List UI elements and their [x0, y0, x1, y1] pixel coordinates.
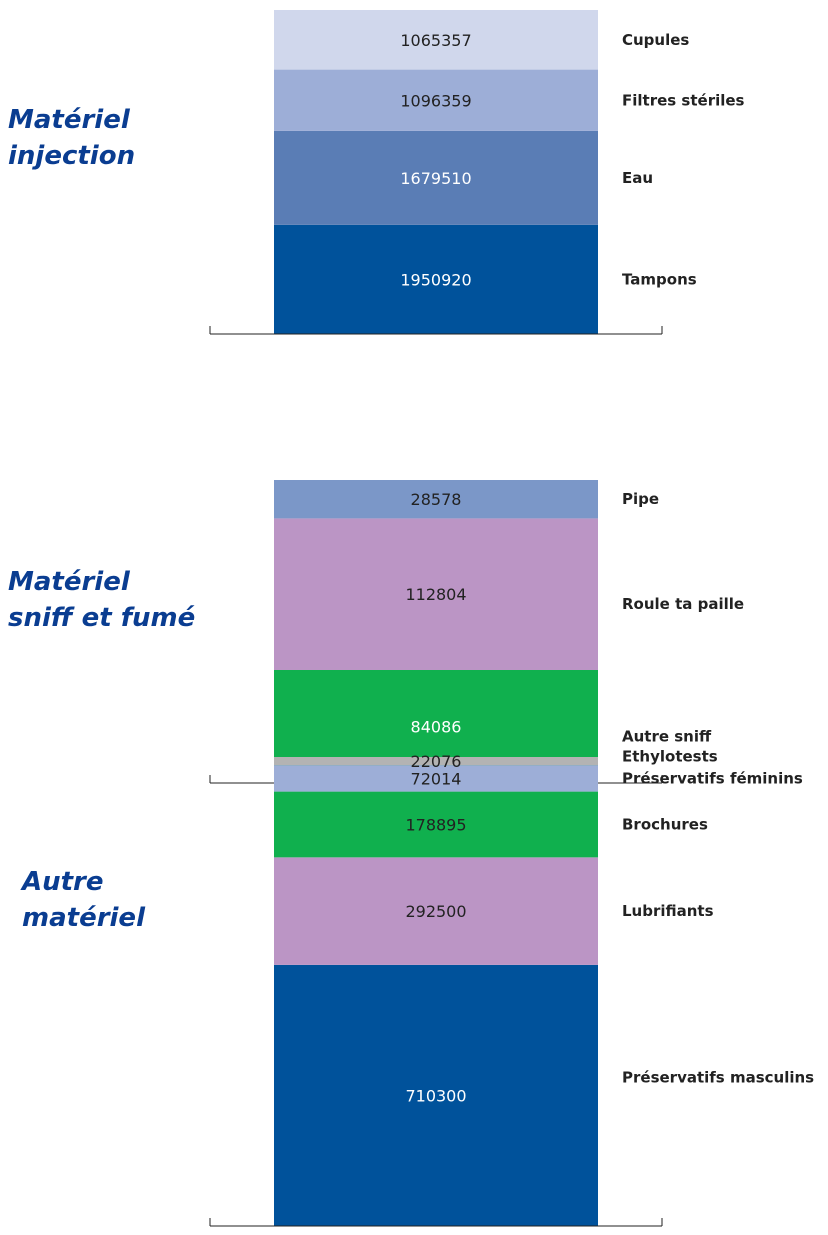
chart-panel-injection: Matériel injection 1950920 Tampons 1679510… — [0, 0, 828, 360]
stacked-bar-autre: 710300 Préservatifs masculins 292500 Lubrif… — [209, 747, 814, 1227]
bar-segment — [274, 857, 598, 965]
value-label: 178895 — [405, 815, 466, 834]
value-label: 1950920 — [400, 270, 471, 289]
value-label: 84086 — [411, 718, 462, 737]
value-label: 112804 — [405, 585, 466, 604]
value-label: 1096359 — [400, 91, 471, 110]
chart-title-line: Autre — [22, 867, 104, 897]
bar-segment — [274, 480, 598, 519]
category-label: Eau — [622, 169, 653, 187]
category-label: Autre sniff — [622, 728, 712, 746]
category-label: Lubrifiants — [622, 902, 714, 920]
chart-title-autre: Autre matériel — [22, 864, 145, 936]
value-label: 292500 — [405, 902, 466, 921]
bar-segment — [274, 518, 598, 670]
stacked-bar-injection: 1950920 Tampons 1679510 Eau 1096359 Filtres s… — [209, 10, 745, 335]
bar-segment — [274, 964, 598, 1226]
category-label: Tampons — [622, 270, 697, 288]
chart-title-line: Matériel — [8, 105, 130, 135]
bar-segment — [274, 69, 598, 131]
category-label: Brochures — [622, 815, 708, 833]
value-label: 22076 — [411, 752, 462, 771]
chart-title-injection: Matériel injection — [8, 102, 135, 174]
category-label: Préservatifs féminins — [622, 769, 803, 787]
bar-segment — [274, 10, 598, 70]
chart-title-line: injection — [8, 141, 136, 171]
bar-segment — [274, 130, 598, 225]
category-label: Préservatifs masculins — [622, 1068, 814, 1086]
chart-title-line: Matériel — [8, 567, 130, 597]
category-label: Ethylotests — [622, 747, 718, 765]
value-label: 1065357 — [400, 31, 471, 50]
bar-segment — [274, 224, 598, 334]
bar-segment — [274, 757, 598, 766]
bar-segment — [274, 765, 598, 792]
value-label: 72014 — [411, 769, 462, 788]
value-label: 28578 — [411, 490, 462, 509]
bar-segment — [274, 791, 598, 858]
value-label: 1679510 — [400, 169, 471, 188]
chart-title-line: sniff et fumé — [8, 603, 196, 633]
category-label: Pipe — [622, 490, 659, 508]
chart-title-line: matériel — [22, 903, 145, 933]
chart-panel-autre: Autre matériel 710300 Préservatifs mascul… — [0, 740, 828, 1235]
category-label: Roule ta paille — [622, 595, 744, 613]
chart-title-sniff: Matériel sniff et fumé — [8, 564, 195, 636]
value-label: 710300 — [405, 1086, 466, 1105]
category-label: Filtres stériles — [622, 91, 745, 109]
category-label: Cupules — [622, 31, 689, 49]
